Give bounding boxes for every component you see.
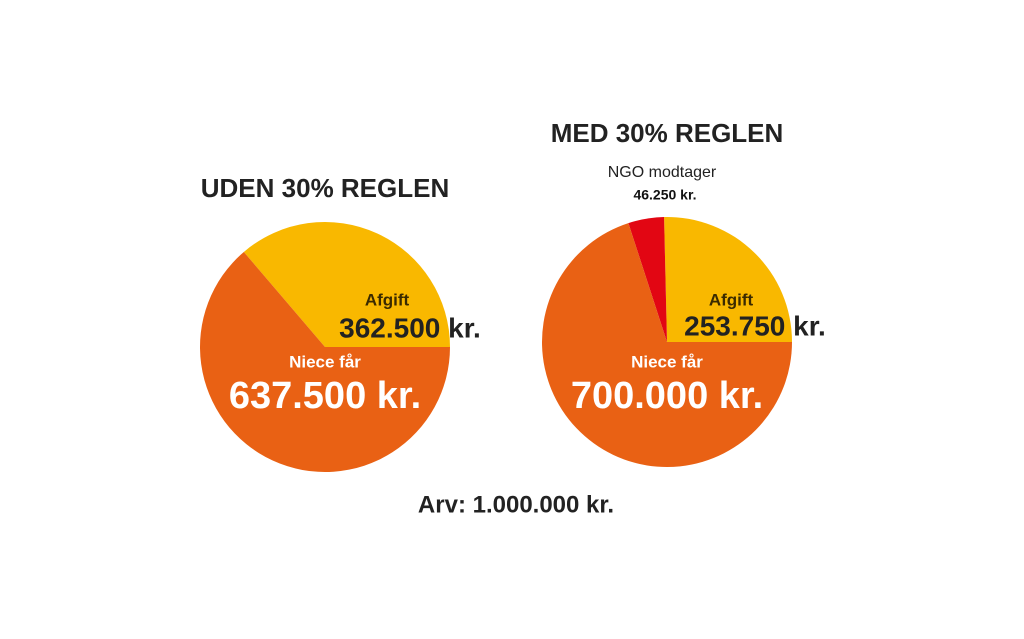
slice-value-label: 362.500 kr.	[339, 312, 481, 343]
slice-label: NGO modtager	[608, 164, 717, 181]
slice-value-label: 700.000 kr.	[571, 375, 763, 417]
pie-slice	[200, 251, 450, 472]
pie-slice	[542, 223, 792, 467]
slice-value-label: 253.750 kr.	[684, 310, 826, 341]
slice-value-label: 46.250 kr.	[633, 187, 696, 203]
pie-slice	[243, 222, 450, 347]
pie-slice	[664, 217, 792, 342]
slice-value-label: 637.500 kr.	[229, 375, 421, 417]
slice-label: Niece får	[631, 352, 703, 371]
chart-title: UDEN 30% REGLEN	[201, 173, 450, 203]
total-note: Arv: 1.000.000 kr.	[418, 491, 614, 518]
slice-label: Afgift	[709, 290, 754, 309]
slice-label: Afgift	[365, 290, 410, 309]
chart-title: MED 30% REGLEN	[551, 118, 784, 148]
slice-label: Niece får	[289, 352, 361, 371]
pie-slice	[628, 217, 667, 342]
